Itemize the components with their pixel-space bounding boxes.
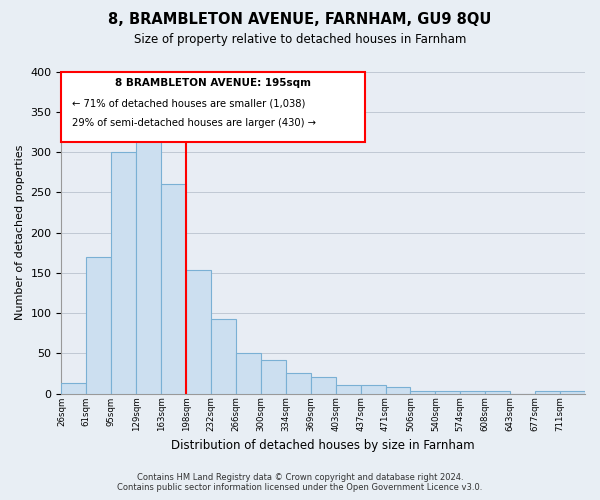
Y-axis label: Number of detached properties: Number of detached properties — [15, 145, 25, 320]
Bar — [485, 391, 510, 394]
Bar — [136, 128, 161, 394]
Bar — [361, 386, 386, 394]
Bar — [61, 383, 86, 394]
FancyBboxPatch shape — [61, 72, 365, 142]
Bar — [436, 391, 460, 394]
Text: 29% of semi-detached houses are larger (430) →: 29% of semi-detached houses are larger (… — [72, 118, 316, 128]
Bar — [335, 384, 361, 394]
Bar — [535, 391, 560, 394]
Text: 8, BRAMBLETON AVENUE, FARNHAM, GU9 8QU: 8, BRAMBLETON AVENUE, FARNHAM, GU9 8QU — [109, 12, 491, 28]
Text: Contains HM Land Registry data © Crown copyright and database right 2024.
Contai: Contains HM Land Registry data © Crown c… — [118, 473, 482, 492]
Bar — [460, 391, 485, 394]
Bar — [286, 372, 311, 394]
Bar — [261, 360, 286, 394]
Bar — [211, 320, 236, 394]
Text: ← 71% of detached houses are smaller (1,038): ← 71% of detached houses are smaller (1,… — [72, 98, 305, 108]
Text: 8 BRAMBLETON AVENUE: 195sqm: 8 BRAMBLETON AVENUE: 195sqm — [115, 78, 311, 88]
Bar — [311, 378, 335, 394]
Bar — [560, 391, 585, 394]
Bar — [410, 391, 436, 394]
Bar — [86, 256, 111, 394]
Bar — [186, 270, 211, 394]
X-axis label: Distribution of detached houses by size in Farnham: Distribution of detached houses by size … — [172, 440, 475, 452]
Bar — [386, 387, 410, 394]
Bar — [236, 354, 261, 394]
Text: Size of property relative to detached houses in Farnham: Size of property relative to detached ho… — [134, 32, 466, 46]
Bar — [161, 184, 186, 394]
Bar — [111, 152, 136, 394]
